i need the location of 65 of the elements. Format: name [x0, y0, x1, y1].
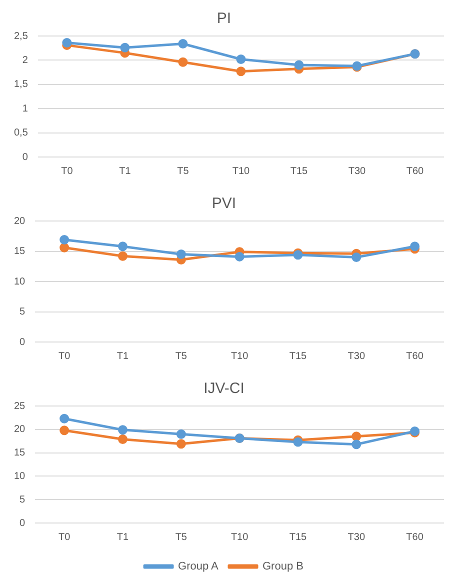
point	[352, 440, 362, 450]
x-tick-label: T1	[119, 166, 132, 177]
x-tick-label: T10	[232, 166, 250, 177]
point	[176, 250, 186, 260]
y-tick-label: 10	[14, 276, 26, 288]
y-tick-label: 2	[22, 54, 28, 66]
x-tick-label: T1	[116, 350, 130, 362]
x-tick-label: T10	[230, 350, 249, 362]
y-tick-label: 1	[22, 103, 28, 114]
point	[60, 242, 70, 252]
point	[236, 54, 246, 64]
x-tick-label: T10	[230, 532, 249, 543]
legend-label: Group A	[178, 560, 220, 573]
x-tick-label: T5	[177, 166, 190, 177]
y-tick-label: 15	[14, 448, 26, 459]
y-tick-label: 20	[14, 216, 26, 227]
y-tick-label: 0	[22, 152, 28, 163]
point	[178, 38, 188, 48]
x-tick-label: T5	[175, 532, 188, 543]
y-tick-label: 20	[14, 424, 26, 436]
x-tick-label: T5	[175, 350, 188, 362]
point	[118, 425, 128, 435]
x-tick-label: T15	[290, 166, 308, 177]
point	[176, 429, 186, 439]
y-tick-label: 0,5	[14, 128, 28, 139]
point	[118, 251, 128, 261]
point	[294, 60, 304, 70]
x-tick-label: T60	[406, 166, 424, 177]
y-tick-label: 2,5	[14, 30, 28, 42]
point	[118, 242, 128, 252]
y-tick-label: 25	[14, 400, 26, 412]
x-tick-label: T30	[348, 350, 366, 362]
point	[352, 252, 362, 262]
point	[118, 434, 128, 444]
y-tick-label: 1,5	[14, 79, 28, 90]
y-tick-label: 5	[20, 306, 26, 318]
y-tick-label: 10	[14, 470, 26, 482]
point	[234, 252, 244, 262]
x-tick-label: T60	[406, 350, 424, 362]
x-tick-label: T1	[116, 532, 130, 543]
point	[178, 57, 188, 67]
x-tick-label: T0	[58, 532, 71, 543]
y-tick-label: 0	[20, 336, 26, 348]
x-tick-label: T15	[289, 532, 308, 543]
chart-title: PVI	[212, 195, 236, 212]
point	[176, 439, 186, 449]
point	[236, 66, 246, 76]
point	[60, 235, 70, 245]
x-tick-label: T30	[348, 166, 366, 177]
chart-title: PI	[216, 10, 232, 28]
x-tick-label: T0	[58, 350, 71, 362]
x-tick-label: T30	[348, 532, 366, 543]
legend-label: Group B	[262, 560, 304, 573]
y-tick-label: 5	[20, 494, 26, 506]
point	[120, 42, 130, 52]
point	[352, 432, 362, 442]
x-tick-label: T60	[406, 532, 424, 543]
point	[60, 426, 70, 436]
y-tick-label: 0	[20, 518, 26, 529]
x-tick-label: T15	[289, 350, 308, 362]
x-tick-label: T0	[61, 166, 74, 177]
point	[410, 242, 420, 252]
point	[60, 414, 70, 424]
y-tick-label: 15	[14, 246, 26, 257]
chart-title: IJV-CI	[204, 380, 244, 398]
